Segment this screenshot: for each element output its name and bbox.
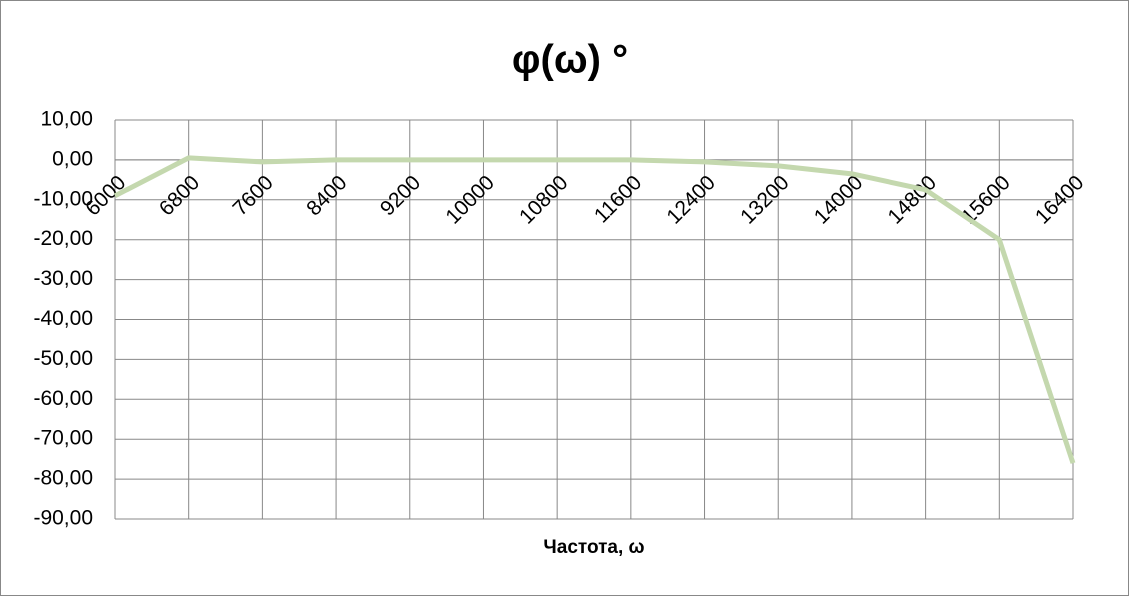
y-tick-label: -20,00 (33, 227, 93, 250)
x-axis-label: Частота, ω (543, 537, 644, 558)
series-line (113, 155, 1076, 464)
y-tick-label: -10,00 (33, 187, 93, 210)
y-tick-label: -90,00 (33, 507, 93, 530)
y-tick-label: -80,00 (33, 467, 93, 490)
y-tick-label: -60,00 (33, 387, 93, 410)
chart-title: φ(ω) ° (512, 38, 628, 82)
y-tick-label: -30,00 (33, 267, 93, 290)
y-tick-label: 0,00 (52, 147, 93, 170)
y-tick-label: 10,00 (40, 108, 93, 131)
y-tick-label: -50,00 (33, 347, 93, 370)
y-tick-label: -70,00 (33, 427, 93, 450)
y-tick-label: -40,00 (33, 307, 93, 330)
